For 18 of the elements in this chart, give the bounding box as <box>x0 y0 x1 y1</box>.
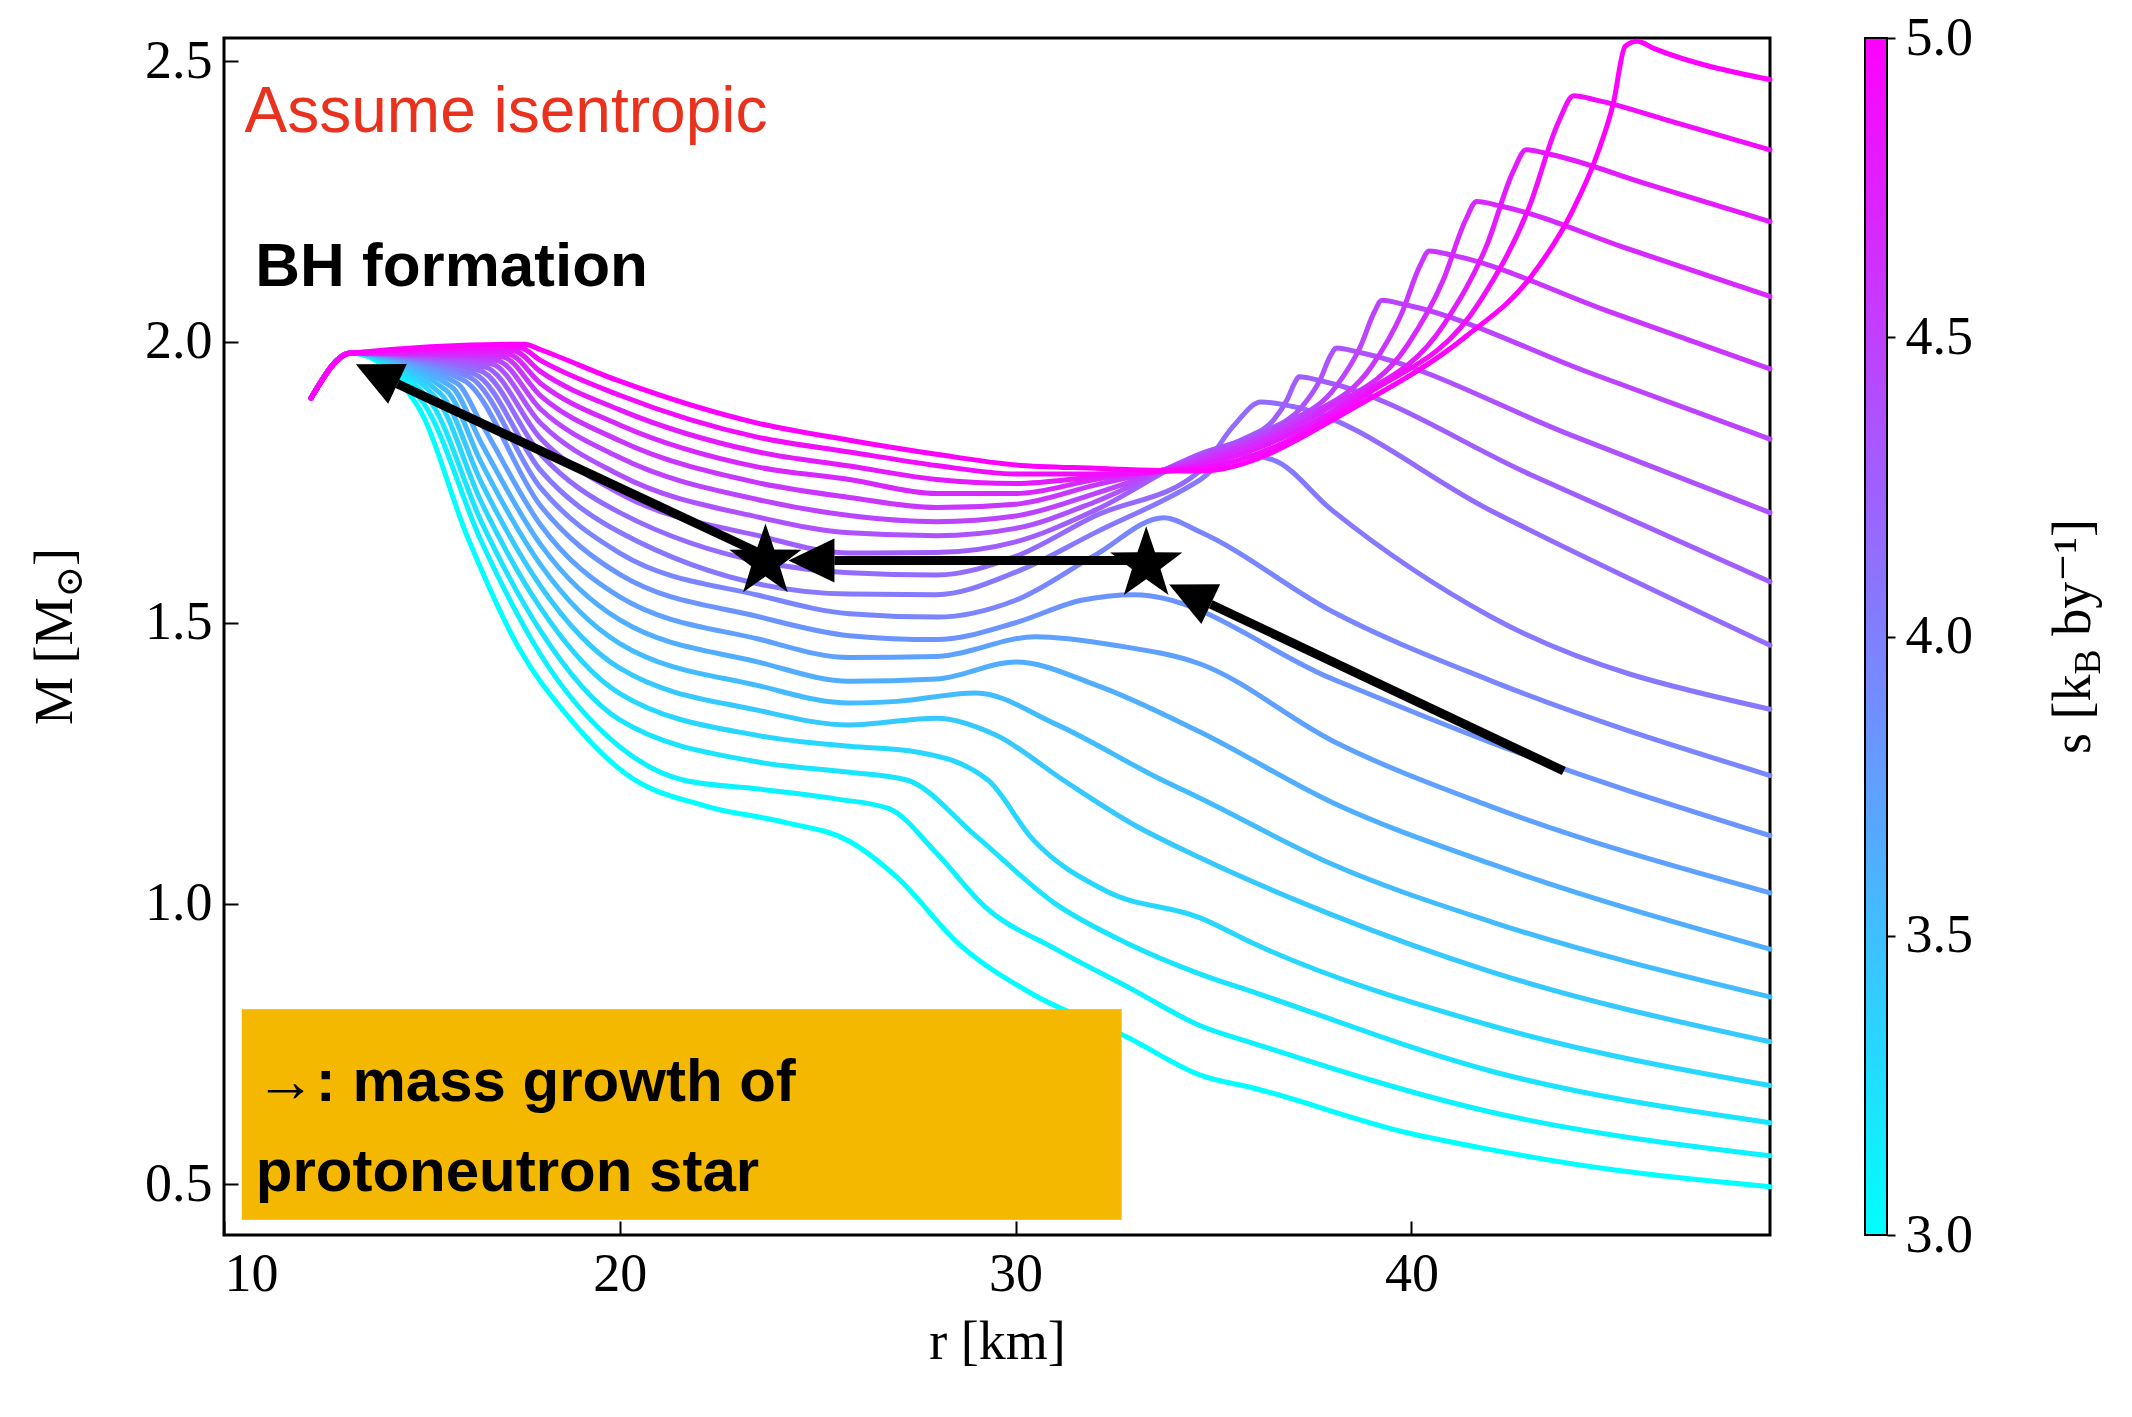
color-bar-label: 4.5 <box>1905 305 1973 366</box>
annotation: →: mass growth of protoneutron star <box>255 1047 797 1205</box>
color-bar-label: 5.0 <box>1905 6 1973 67</box>
x-tick-label: 20 <box>593 1242 648 1303</box>
annotation: Assume isentropic <box>244 73 768 146</box>
y-tick-label: 1.0 <box>145 872 213 933</box>
x-tick-label: 40 <box>1384 1242 1439 1303</box>
y-tick-label: 1.5 <box>145 591 213 652</box>
color-bar-label: 3.0 <box>1905 1203 1973 1264</box>
x-tick-label: 10 <box>224 1242 279 1303</box>
x-tick-label: 30 <box>989 1242 1044 1303</box>
color-bar-label: 4.0 <box>1905 605 1973 665</box>
x-axis-title: r [km] <box>929 1310 1066 1371</box>
color-bar-label: 3.5 <box>1905 904 1973 965</box>
y-tick-label: 2.0 <box>145 310 213 371</box>
y-tick-label: 2.5 <box>145 29 213 90</box>
y-tick-label: 0.5 <box>145 1152 213 1213</box>
annotation: BH formation <box>255 229 648 299</box>
